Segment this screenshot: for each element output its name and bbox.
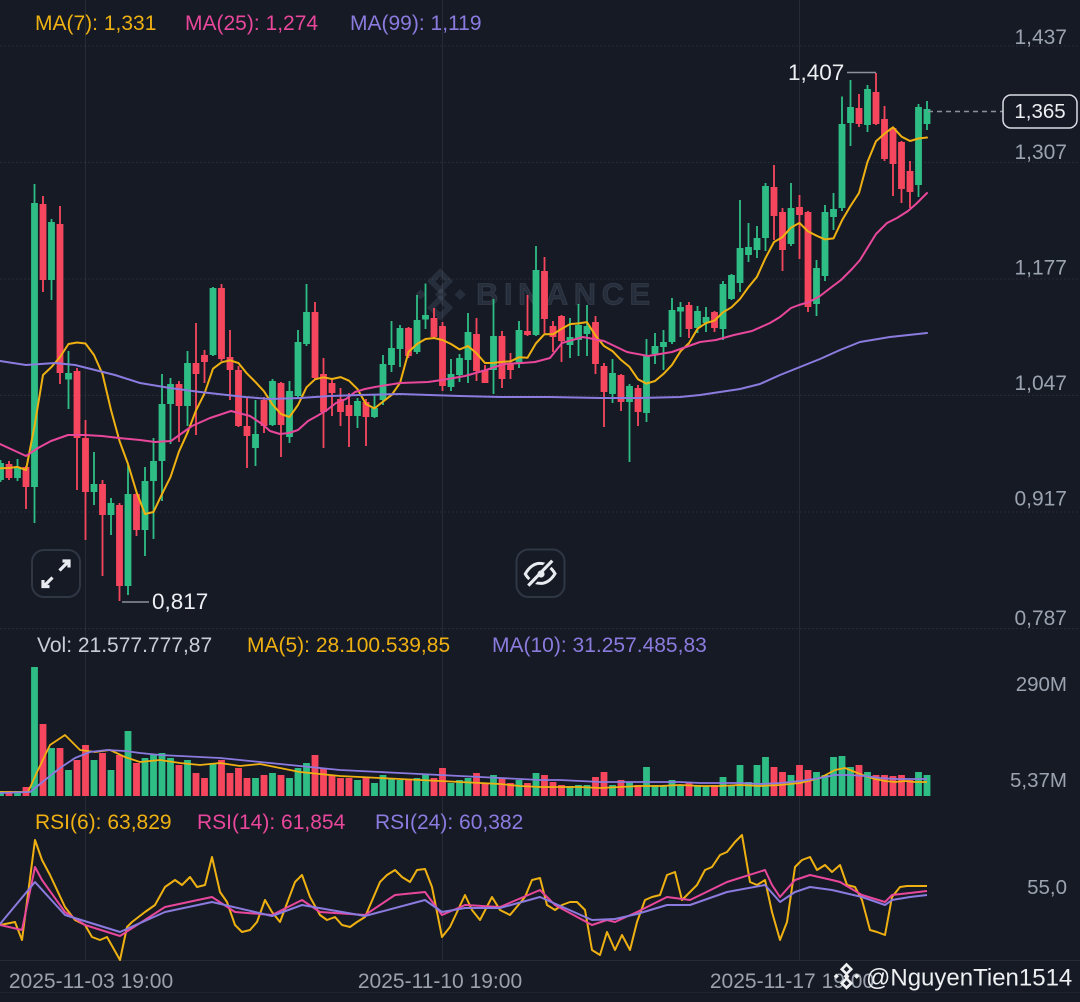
svg-text:290M: 290M [1016, 673, 1067, 696]
svg-text:@NguyenTien1514: @NguyenTien1514 [866, 965, 1072, 992]
svg-text:MA(25): 1,274: MA(25): 1,274 [185, 12, 318, 35]
svg-text:RSI(6): 63,829: RSI(6): 63,829 [35, 811, 172, 834]
svg-text:55,0: 55,0 [1027, 876, 1067, 899]
svg-text:MA(5): 28.100.539,85: MA(5): 28.100.539,85 [247, 634, 450, 657]
svg-text:BINANCE: BINANCE [476, 277, 656, 312]
svg-text:RSI(24): 60,382: RSI(24): 60,382 [375, 811, 523, 834]
svg-text:1,437: 1,437 [1014, 26, 1067, 49]
svg-text:0,917: 0,917 [1014, 488, 1067, 511]
svg-text:2025-11-03 19:00: 2025-11-03 19:00 [9, 970, 173, 993]
svg-text:5,37M: 5,37M [1010, 769, 1067, 792]
svg-text:1,407: 1,407 [788, 60, 844, 85]
svg-text:RSI(14): 61,854: RSI(14): 61,854 [197, 811, 346, 834]
svg-text:0,817: 0,817 [152, 589, 208, 614]
svg-text:1,307: 1,307 [1014, 141, 1067, 164]
svg-text:1,365: 1,365 [1014, 100, 1065, 123]
svg-text:MA(99): 1,119: MA(99): 1,119 [350, 12, 482, 35]
svg-text:MA(10): 31.257.485,83: MA(10): 31.257.485,83 [492, 634, 707, 657]
svg-text:Vol: 21.577.777,87: Vol: 21.577.777,87 [37, 634, 212, 657]
svg-text:0,787: 0,787 [1014, 607, 1067, 630]
svg-text:1,047: 1,047 [1014, 372, 1067, 395]
svg-text:MA(7): 1,331: MA(7): 1,331 [35, 12, 156, 35]
svg-text:2025-11-17 19:00: 2025-11-17 19:00 [710, 970, 874, 993]
svg-text:2025-11-10 19:00: 2025-11-10 19:00 [358, 970, 522, 993]
svg-text:1,177: 1,177 [1014, 257, 1067, 280]
